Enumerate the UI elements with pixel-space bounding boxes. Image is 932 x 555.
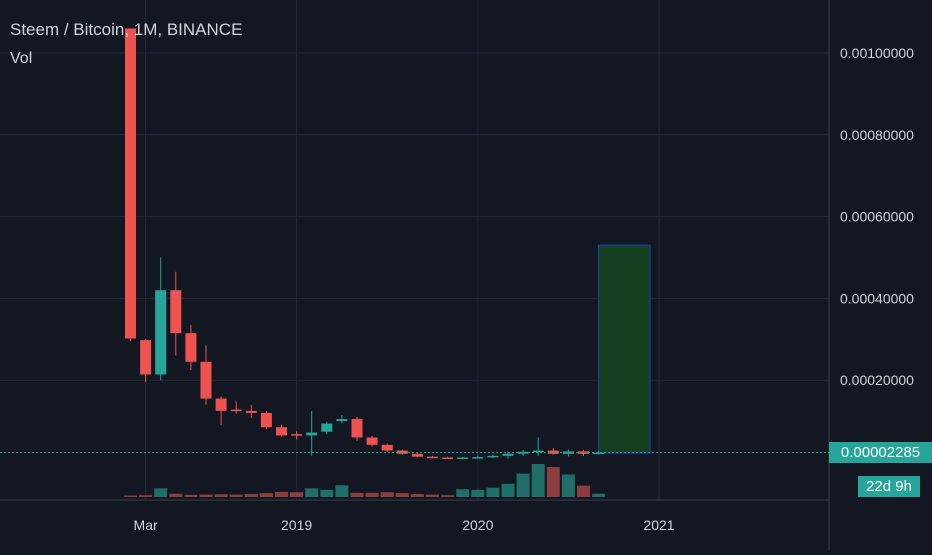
symbol-title: Steem / Bitcoin, 1M, BINANCE [10, 20, 243, 39]
candle-body [140, 340, 152, 375]
volume-bar [561, 474, 575, 497]
candle-body [306, 432, 318, 436]
volume-bar [546, 467, 560, 497]
volume-bar [456, 489, 470, 497]
volume-bar [154, 488, 168, 497]
current-price-label: 0.00002285 [829, 442, 932, 463]
time-tick-label: 2020 [462, 517, 493, 533]
time-tick-label: 2021 [643, 517, 674, 533]
volume-bar [577, 485, 590, 497]
volume-bar [471, 489, 485, 497]
volume-bar [335, 485, 349, 497]
volume-bar [395, 493, 409, 497]
candle-body [230, 409, 242, 412]
volume-bar [305, 488, 319, 497]
candle-body [245, 410, 257, 413]
candle-body [155, 290, 167, 375]
candle-body [276, 427, 287, 436]
volume-indicator-label[interactable]: Vol [10, 50, 33, 67]
volume-bar [380, 492, 394, 497]
candle-body [125, 28, 136, 339]
candle-body [185, 333, 197, 362]
volume-bar [516, 473, 530, 497]
volume-bar [259, 493, 273, 497]
candle-body [457, 457, 469, 460]
volume-bar [139, 495, 153, 497]
candle-body [351, 419, 363, 438]
volume-bar [320, 489, 334, 497]
time-tick-label: 2019 [281, 517, 312, 533]
volume-bar [169, 493, 183, 497]
candle-body [578, 451, 589, 454]
volume-bar [290, 492, 304, 497]
candle-body [336, 419, 348, 422]
bar-countdown-label: 22d 9h [858, 476, 920, 497]
volume-bar [350, 492, 364, 497]
volume-bar [592, 493, 606, 497]
candle-body [472, 457, 484, 459]
volume-bar [214, 494, 228, 497]
candle-body [215, 398, 227, 411]
volume-bar [426, 494, 439, 497]
volume-bar [410, 494, 424, 497]
candle-body [442, 457, 454, 460]
candle-body [517, 451, 529, 454]
candle-body [321, 423, 333, 432]
price-tick-label: 0.00020000 [840, 372, 914, 388]
volume-bar [124, 495, 137, 497]
volume-bar [531, 464, 545, 497]
volume-bar [199, 494, 213, 497]
volume-bar [275, 491, 288, 497]
volume-bar [365, 492, 379, 497]
candle-body [532, 450, 544, 453]
candle-body [593, 452, 605, 455]
candle-body [502, 453, 514, 456]
price-tick-label: 0.00040000 [840, 290, 914, 306]
price-tick-label: 0.00080000 [840, 127, 914, 143]
projection-box [597, 244, 651, 454]
price-tick-label: 0.00100000 [840, 45, 914, 61]
volume-bar [486, 487, 500, 497]
volume-bar [501, 483, 515, 497]
candle-body [200, 361, 212, 399]
candle-body [487, 455, 499, 458]
price-tick-label: 0.00060000 [840, 209, 914, 225]
candle-body [396, 450, 408, 454]
candle-body [291, 434, 303, 436]
volume-bar [244, 494, 258, 497]
candle-body [411, 453, 423, 457]
candle-body [366, 437, 378, 445]
volume-bar [229, 494, 243, 497]
candle-body [427, 456, 438, 459]
volume-bar [184, 494, 198, 497]
candle-body [260, 412, 272, 428]
candle-body [170, 290, 182, 334]
volume-bar [441, 495, 455, 497]
candle-body [381, 444, 393, 451]
time-tick-label: Mar [134, 517, 158, 533]
